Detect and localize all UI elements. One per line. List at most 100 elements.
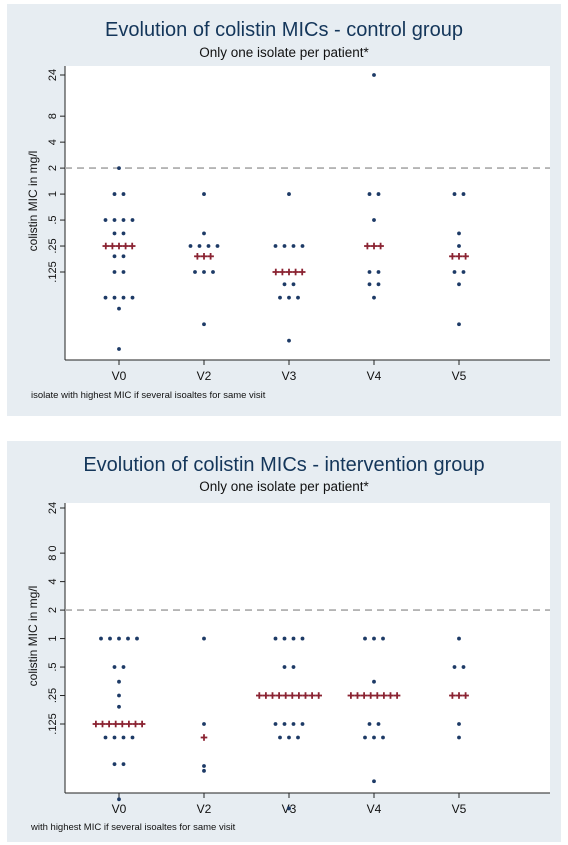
data-point xyxy=(103,218,108,222)
data-point xyxy=(287,192,291,196)
x-tick-label: V2 xyxy=(197,802,212,816)
median-plus-mark xyxy=(200,253,208,260)
data-point xyxy=(457,636,461,641)
data-point xyxy=(282,636,287,641)
data-point xyxy=(121,218,126,222)
data-point xyxy=(135,636,139,641)
chart-note: with highest MIC if several isoaltes for… xyxy=(31,822,236,833)
y-tick-label: 4 xyxy=(47,139,59,145)
data-point xyxy=(121,762,126,767)
data-point xyxy=(376,722,381,726)
data-point xyxy=(130,735,135,740)
chart-panel-intervention: Evolution of colistin MICs - interventio… xyxy=(7,441,561,842)
median-plus-mark xyxy=(102,242,110,250)
median-plus-mark xyxy=(125,720,133,728)
median-plus-mark xyxy=(122,242,129,250)
chart-title: Evolution of colistin MICs - interventio… xyxy=(83,454,485,476)
data-point xyxy=(372,73,376,77)
y-tick-label: .125 xyxy=(47,713,59,734)
data-point xyxy=(126,636,130,641)
median-plus-mark xyxy=(449,253,456,260)
data-point xyxy=(367,282,372,287)
median-plus-mark xyxy=(132,720,139,728)
data-point xyxy=(121,735,126,740)
y-tick-label: 2 xyxy=(47,607,59,613)
data-point xyxy=(202,768,206,773)
data-point xyxy=(112,735,117,740)
data-point xyxy=(211,270,215,274)
median-plus-mark xyxy=(308,692,316,699)
median-plus-mark xyxy=(128,242,136,250)
median-plus-mark xyxy=(462,253,469,260)
data-point xyxy=(197,244,202,248)
data-point xyxy=(287,735,291,740)
data-point xyxy=(372,295,376,300)
median-plus-mark xyxy=(374,692,381,699)
data-point xyxy=(452,665,457,669)
plot-area xyxy=(65,503,550,793)
data-point xyxy=(278,735,282,740)
x-tick-label: V0 xyxy=(112,802,127,816)
data-point xyxy=(273,636,278,641)
data-point xyxy=(452,192,457,196)
chart-subtitle: Only one isolate per patient* xyxy=(199,45,369,60)
data-point xyxy=(273,244,278,248)
data-point xyxy=(202,270,206,274)
data-point xyxy=(121,270,126,274)
y-tick-label: 4 xyxy=(47,579,59,585)
data-point xyxy=(130,218,135,222)
median-plus-mark xyxy=(367,692,374,699)
median-plus-mark xyxy=(295,692,303,699)
data-point xyxy=(121,665,126,669)
y-tick-label: 8 0 xyxy=(47,545,59,560)
data-point xyxy=(202,764,206,768)
y-tick-label: 2 xyxy=(47,165,59,171)
data-point xyxy=(363,636,367,641)
data-point xyxy=(300,722,305,726)
data-point xyxy=(296,295,300,300)
y-tick-label: 24 xyxy=(47,502,59,514)
data-point xyxy=(282,282,287,287)
median-plus-mark xyxy=(360,692,368,699)
chart-plot-intervention: 24 8 0 4 2 1 .5 .25 .125 colistin MIC in mg/l V0 V… xyxy=(26,502,550,816)
data-point xyxy=(287,338,291,343)
x-tick-label: V5 xyxy=(452,369,467,383)
median-plus-mark xyxy=(377,242,384,250)
median-plus-mark xyxy=(279,268,286,276)
data-point xyxy=(457,722,461,726)
data-point xyxy=(117,636,121,641)
y-tick-label: 1 xyxy=(47,191,59,197)
data-point xyxy=(287,806,291,811)
median-plus-mark xyxy=(99,720,106,728)
median-plus-mark xyxy=(272,268,280,276)
data-point xyxy=(372,779,376,784)
data-point xyxy=(103,295,108,300)
data-point xyxy=(300,244,305,248)
median-plus-mark xyxy=(455,692,463,699)
data-point xyxy=(117,306,121,311)
chart-plot-control: 24 8 4 2 1 .5 .25 .125 colistin MIC in mg/l V0 V2 V… xyxy=(26,66,550,383)
x-tick-label: V4 xyxy=(367,802,382,816)
y-axis-title: colistin MIC in mg/l xyxy=(26,151,40,252)
data-point xyxy=(112,295,117,300)
median-plus-mark xyxy=(289,692,296,699)
data-point xyxy=(202,322,206,327)
median-plus-mark xyxy=(462,692,469,699)
median-plus-mark xyxy=(256,692,263,699)
data-point xyxy=(121,231,126,236)
median-plus-mark xyxy=(347,692,355,699)
data-point xyxy=(381,735,385,740)
y-tick-label: .25 xyxy=(47,238,59,253)
data-point xyxy=(112,270,117,274)
median-plus-mark xyxy=(455,253,463,260)
data-point xyxy=(291,282,296,287)
chart-panel-control: Evolution of colistin MICs - control gro… xyxy=(7,4,561,416)
data-point xyxy=(381,636,385,641)
data-point xyxy=(282,722,287,726)
data-point xyxy=(202,192,206,196)
data-point xyxy=(372,636,376,641)
data-point xyxy=(291,244,296,248)
median-plus-mark xyxy=(207,253,214,260)
data-point xyxy=(103,735,108,740)
data-point xyxy=(117,679,121,684)
